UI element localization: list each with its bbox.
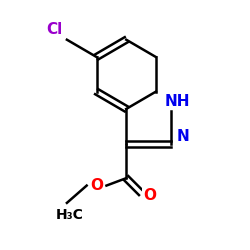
Text: O: O xyxy=(90,178,103,193)
Text: N: N xyxy=(177,128,190,144)
Text: Cl: Cl xyxy=(46,22,63,37)
Text: NH: NH xyxy=(164,94,190,109)
Text: O: O xyxy=(143,188,156,203)
Text: H₃C: H₃C xyxy=(56,208,83,222)
